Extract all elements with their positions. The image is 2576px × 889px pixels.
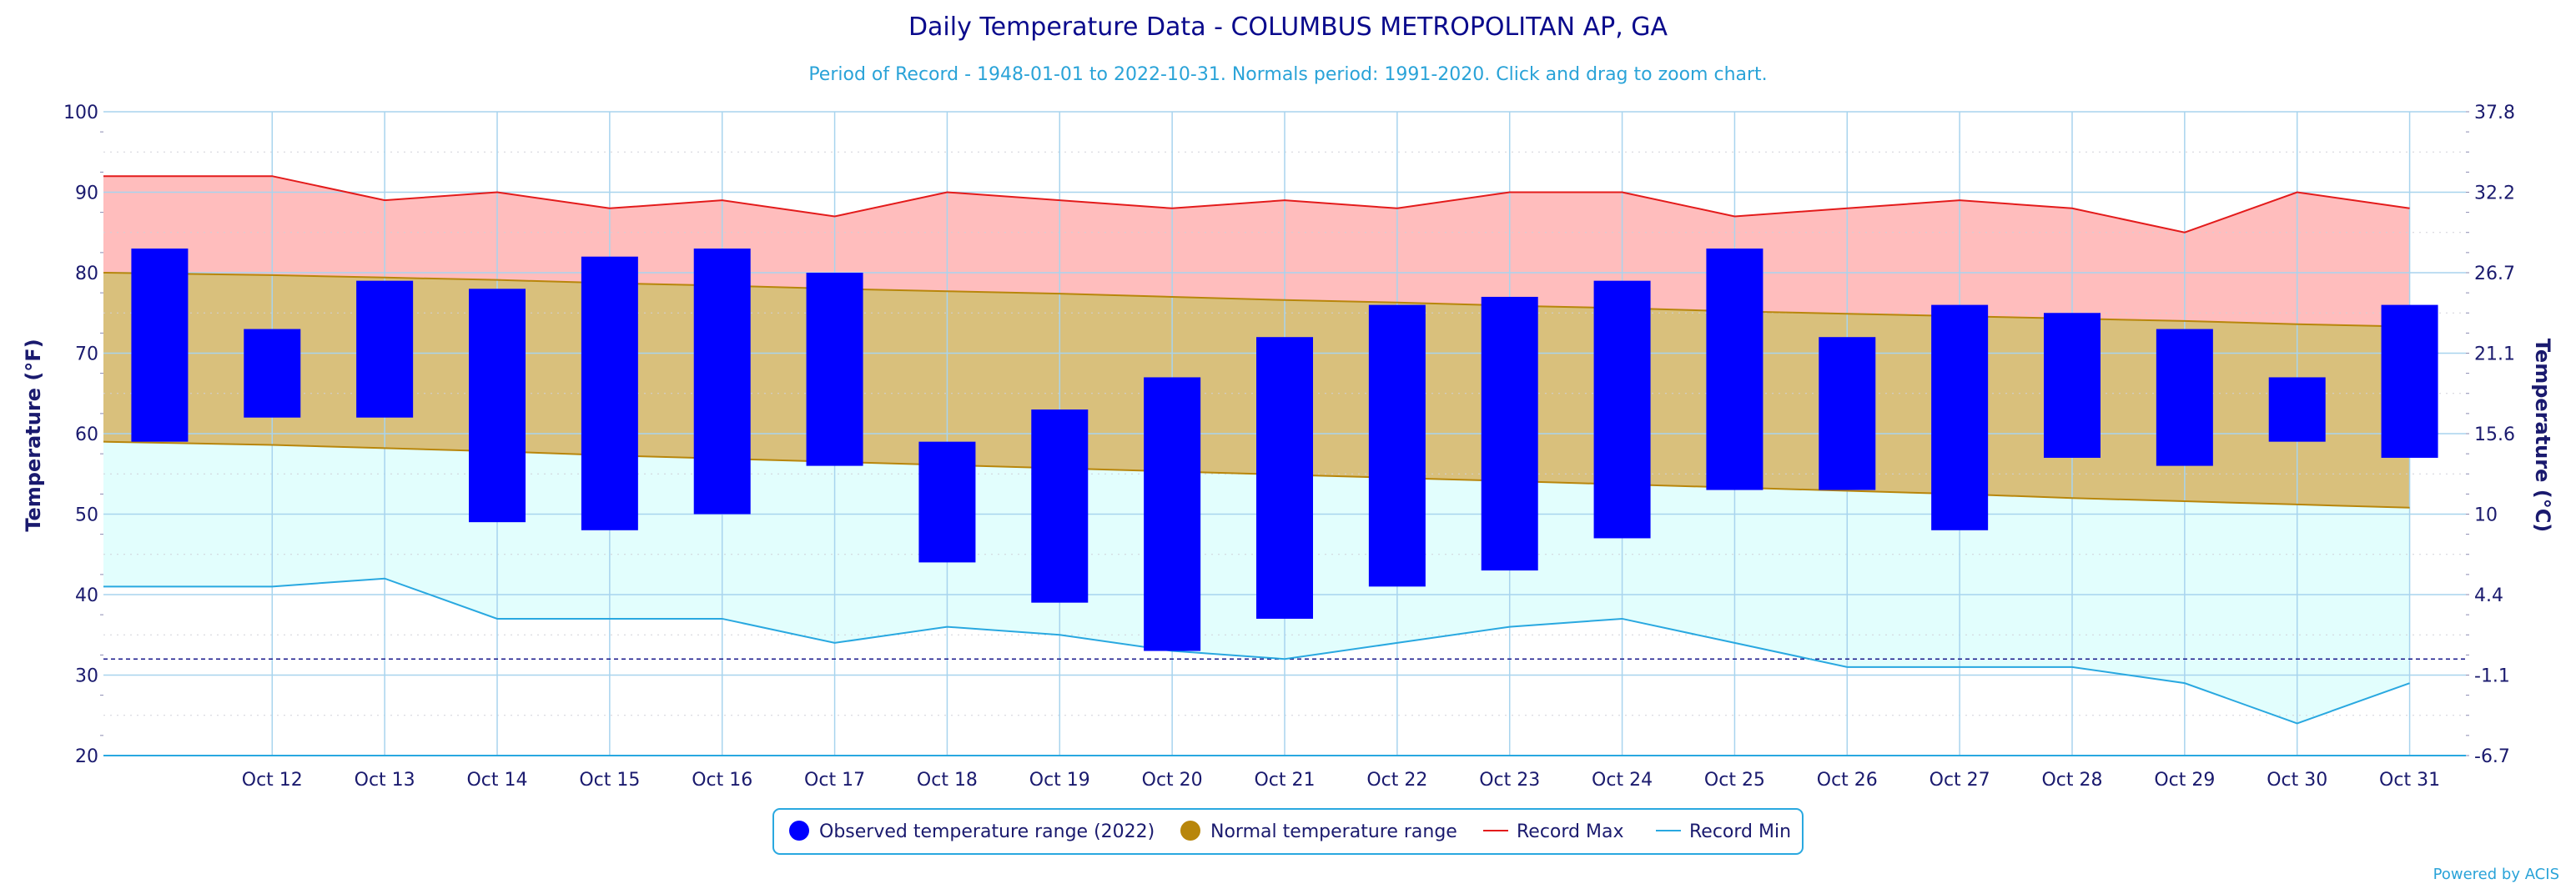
observed-bar[interactable] bbox=[1368, 304, 1426, 587]
y-tick-label-right: 32.2 bbox=[2474, 183, 2515, 204]
observed-bar[interactable] bbox=[2381, 304, 2438, 458]
observed-bar[interactable] bbox=[1931, 304, 1989, 530]
x-tick-label: Oct 14 bbox=[466, 770, 527, 791]
normal-high-line bbox=[103, 272, 2410, 328]
observed-bar[interactable] bbox=[1256, 337, 1313, 619]
legend-observed-label: Observed temperature range (2022) bbox=[819, 821, 1155, 842]
y-tick-label-left: 80 bbox=[75, 264, 98, 284]
legend-record-min-label: Record Min bbox=[1689, 821, 1791, 842]
record-max-line bbox=[103, 175, 2410, 234]
observed-bar[interactable] bbox=[1144, 377, 1201, 651]
y-tick-label-right: 15.6 bbox=[2474, 424, 2515, 445]
y-tick-label-right: 37.8 bbox=[2474, 103, 2515, 123]
y-tick-label-right: -1.1 bbox=[2474, 666, 2510, 687]
x-tick-label: Oct 26 bbox=[1817, 770, 1878, 791]
legend-item-record-min[interactable]: Record Min bbox=[1656, 821, 1791, 842]
observed-bar[interactable] bbox=[581, 256, 638, 530]
y-tick-label-right: 21.1 bbox=[2474, 344, 2515, 365]
observed-bar[interactable] bbox=[1706, 249, 1763, 490]
legend-observed-marker bbox=[789, 821, 809, 841]
y-tick-label-left: 40 bbox=[75, 585, 98, 606]
x-tick-label: Oct 22 bbox=[1366, 770, 1427, 791]
y-tick-label-right: -6.7 bbox=[2474, 746, 2510, 767]
x-tick-label: Oct 31 bbox=[2379, 770, 2440, 791]
observed-bar[interactable] bbox=[131, 249, 189, 442]
y-tick-label-left: 60 bbox=[75, 424, 98, 445]
observed-bar[interactable] bbox=[2268, 377, 2326, 442]
x-tick-label: Oct 12 bbox=[242, 770, 303, 791]
record-min-line bbox=[103, 577, 2410, 725]
y-tick-label-right: 26.7 bbox=[2474, 264, 2515, 284]
chart-subtitle: Period of Record - 1948-01-01 to 2022-10… bbox=[808, 64, 1767, 85]
y-tick-label-left: 70 bbox=[75, 344, 98, 365]
legend-normal-marker bbox=[1180, 821, 1200, 841]
x-tick-label: Oct 16 bbox=[692, 770, 752, 791]
y-tick-label-left: 100 bbox=[63, 103, 98, 123]
legend: Observed temperature range (2022) Normal… bbox=[772, 808, 1804, 855]
observed-bar[interactable] bbox=[1593, 280, 1651, 539]
x-tick-label: Oct 29 bbox=[2154, 770, 2215, 791]
observed-bar[interactable] bbox=[1819, 337, 1876, 490]
x-tick-label: Oct 27 bbox=[1929, 770, 1990, 791]
x-tick-label: Oct 20 bbox=[1142, 770, 1203, 791]
axes: 20 30 40 50 60 70 80 90 100 -6.7 -1.1 4.4 10 15.6 21.1… bbox=[63, 103, 2515, 791]
x-tick-label: Oct 25 bbox=[1704, 770, 1765, 791]
observed-bar[interactable] bbox=[244, 329, 301, 418]
y-axis-title-right: Temperature (°C) bbox=[2531, 339, 2554, 533]
legend-record-max-label: Record Max bbox=[1517, 821, 1624, 842]
observed-bar[interactable] bbox=[806, 273, 863, 466]
y-tick-label-left: 30 bbox=[75, 666, 98, 687]
powered-by-credit[interactable]: Powered by ACIS bbox=[2433, 866, 2559, 883]
observed-bar[interactable] bbox=[918, 441, 976, 563]
record-max-band bbox=[103, 176, 2410, 327]
observed-bar[interactable] bbox=[1481, 296, 1538, 571]
observed-bar[interactable] bbox=[2156, 329, 2213, 466]
x-tick-label: Oct 13 bbox=[355, 770, 415, 791]
legend-item-record-max[interactable]: Record Max bbox=[1483, 821, 1624, 842]
legend-normal-label: Normal temperature range bbox=[1210, 821, 1457, 842]
x-tick-label: Oct 23 bbox=[1479, 770, 1540, 791]
observed-bars[interactable] bbox=[131, 249, 2438, 651]
y-tick-label-right: 10 bbox=[2474, 505, 2498, 526]
x-tick-label: Oct 30 bbox=[2267, 770, 2327, 791]
x-tick-label: Oct 19 bbox=[1029, 770, 1090, 791]
legend-item-normal[interactable]: Normal temperature range bbox=[1180, 821, 1457, 842]
observed-bar[interactable] bbox=[1031, 409, 1089, 603]
y-axis-title-left: Temperature (°F) bbox=[22, 339, 45, 531]
observed-bar[interactable] bbox=[693, 249, 751, 515]
legend-box bbox=[772, 808, 1804, 855]
x-tick-label: Oct 24 bbox=[1592, 770, 1653, 791]
observed-bar[interactable] bbox=[2044, 313, 2101, 458]
observed-bar[interactable] bbox=[356, 280, 414, 418]
observed-bar[interactable] bbox=[469, 289, 526, 523]
chart-title: Daily Temperature Data - COLUMBUS METROP… bbox=[908, 13, 1668, 42]
legend-item-observed[interactable]: Observed temperature range (2022) bbox=[789, 821, 1155, 842]
y-tick-label-left: 90 bbox=[75, 183, 98, 204]
y-tick-label-left: 20 bbox=[75, 746, 98, 767]
y-tick-label-left: 50 bbox=[75, 505, 98, 526]
x-tick-label: Oct 28 bbox=[2041, 770, 2102, 791]
x-tick-label: Oct 18 bbox=[917, 770, 978, 791]
x-tick-label: Oct 17 bbox=[804, 770, 865, 791]
x-tick-label: Oct 21 bbox=[1254, 770, 1315, 791]
x-tick-label: Oct 15 bbox=[579, 770, 640, 791]
y-tick-label-right: 4.4 bbox=[2474, 585, 2503, 606]
